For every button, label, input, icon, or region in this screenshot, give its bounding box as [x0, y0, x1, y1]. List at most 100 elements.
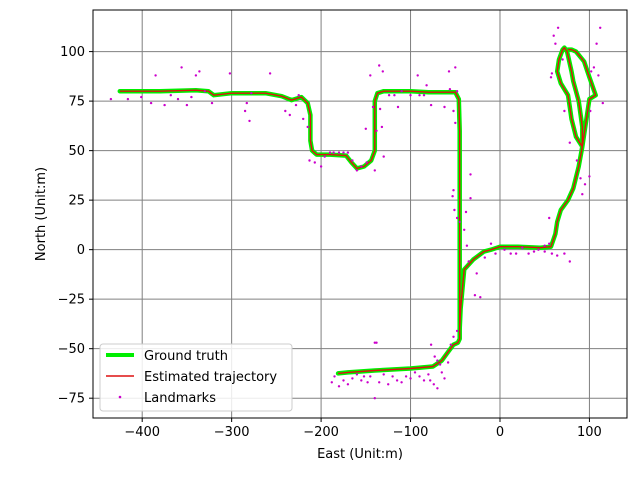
x-axis-label: East (Unit:m)	[317, 447, 403, 462]
landmark-point	[194, 74, 198, 77]
landmark-point	[382, 155, 385, 158]
plot-frame	[92, 9, 628, 419]
landmark-point	[467, 260, 470, 263]
legend-estimated-label: Estimated trajectory	[144, 370, 277, 385]
y-axis-label: North (Unit:m)	[34, 167, 49, 261]
landmark-point	[203, 90, 206, 93]
landmark-point	[342, 379, 345, 382]
landmarks-series	[109, 26, 604, 400]
landmark-point	[313, 161, 316, 164]
landmark-point	[514, 252, 518, 255]
landmark-point	[550, 72, 554, 75]
landmark-point	[330, 381, 333, 384]
landmark-point	[268, 72, 272, 75]
landmark-point	[369, 74, 372, 77]
landmark-point	[355, 169, 359, 172]
landmark-point	[464, 210, 468, 214]
landmark-point	[393, 94, 396, 97]
landmark-point	[448, 88, 452, 91]
landmark-point	[306, 125, 309, 129]
landmark-point	[451, 195, 454, 198]
landmark-point	[248, 119, 251, 123]
landmark-point	[360, 165, 363, 168]
landmark-point	[243, 109, 247, 113]
landmark-point	[550, 252, 554, 255]
landmark-point	[413, 371, 417, 374]
landmark-point	[521, 246, 524, 249]
landmark-point	[599, 26, 602, 29]
landmark-point	[454, 121, 457, 125]
y-tick-label: 25	[68, 194, 85, 209]
landmark-point	[475, 272, 478, 275]
landmark-point	[245, 101, 248, 105]
landmark-point	[590, 70, 593, 73]
landmark-point	[552, 34, 555, 37]
landmark-point	[351, 377, 354, 380]
landmark-point	[479, 296, 482, 299]
x-tick-label: −400	[124, 425, 160, 440]
y-tick-label: 50	[68, 144, 85, 159]
landmark-point	[149, 101, 153, 105]
landmark-point	[429, 379, 432, 382]
landmark-point	[365, 161, 368, 164]
landmark-point	[396, 105, 400, 109]
y-tick-label: −25	[58, 293, 85, 308]
landmark-point	[378, 107, 382, 111]
landmark-point	[463, 228, 466, 231]
landmark-point	[561, 58, 564, 61]
y-tick-label: 75	[68, 95, 85, 110]
landmark-point	[494, 252, 497, 255]
landmark-point	[454, 66, 457, 69]
landmark-point	[416, 74, 419, 77]
landmark-point	[422, 94, 426, 97]
landmark-point	[375, 341, 378, 344]
landmark-point	[452, 335, 455, 338]
landmark-point	[360, 379, 363, 382]
landmark-point	[198, 70, 201, 73]
landmark-point	[443, 105, 446, 109]
landmark-point	[126, 97, 130, 101]
landmark-point	[433, 355, 436, 358]
landmark-point	[548, 216, 551, 220]
landmark-point	[342, 151, 345, 154]
legend-ground-truth-label: Ground truth	[144, 349, 228, 364]
landmark-point	[589, 109, 592, 113]
landmark-point	[380, 125, 384, 129]
landmark-point	[440, 371, 443, 374]
landmark-point	[429, 103, 433, 107]
estimated-trajectory-series	[119, 46, 597, 375]
landmark-point	[332, 151, 335, 154]
x-tick-label: −300	[214, 425, 250, 440]
landmark-point	[228, 72, 232, 75]
landmark-point	[169, 94, 172, 97]
landmark-point	[378, 64, 381, 67]
landmark-point	[154, 74, 157, 77]
estimated-trajectory-line	[459, 46, 597, 329]
y-tick-label: −75	[58, 392, 85, 407]
landmark-point	[375, 129, 378, 132]
landmark-point	[382, 373, 385, 376]
landmark-point	[400, 381, 403, 384]
landmark-point	[601, 101, 604, 105]
landmark-point	[443, 377, 446, 380]
landmark-point	[404, 375, 408, 378]
x-tick-label: −200	[303, 425, 339, 440]
landmark-point	[446, 361, 450, 364]
landmark-point	[176, 97, 180, 101]
landmark-point	[543, 250, 546, 253]
landmark-point	[337, 151, 341, 154]
landmark-point	[432, 383, 435, 386]
landmark-point	[378, 381, 381, 384]
landmark-point	[489, 242, 493, 245]
landmark-point	[185, 103, 189, 107]
landmark-point	[409, 94, 412, 97]
landmark-point	[543, 244, 546, 247]
y-tick-label: 100	[60, 45, 85, 60]
y-tick-label: 0	[77, 243, 85, 258]
landmark-point	[333, 375, 336, 378]
landmark-point	[527, 252, 530, 255]
landmark-point	[346, 383, 350, 386]
x-tick-label: 0	[496, 425, 504, 440]
landmark-point	[453, 208, 456, 212]
